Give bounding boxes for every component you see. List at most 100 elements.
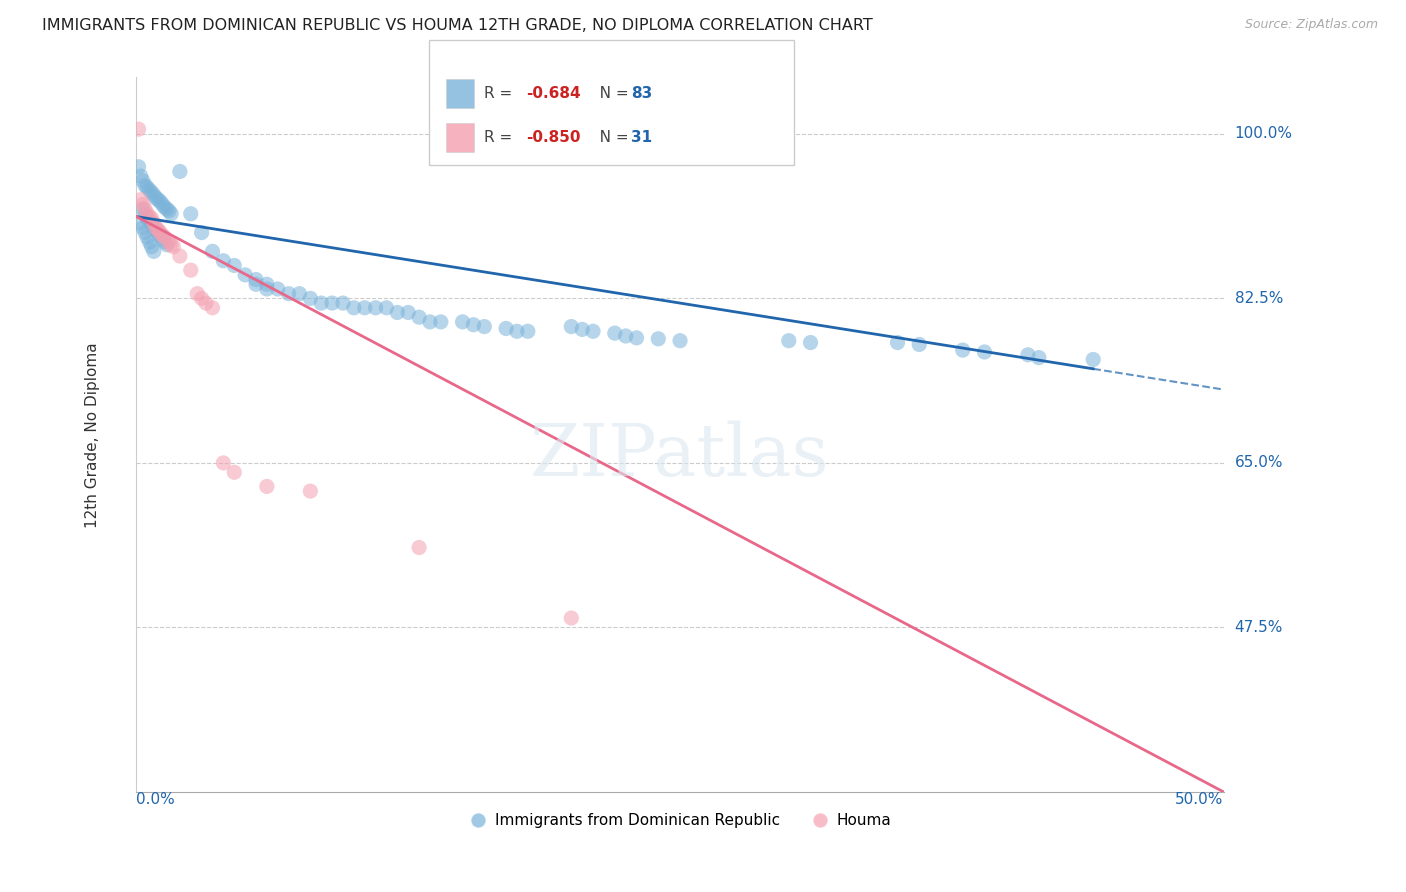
Point: [1104, 830, 1126, 844]
Point: [160, 207, 183, 221]
Point: [157, 235, 180, 249]
Point: [472, 319, 495, 334]
Point: [146, 193, 169, 207]
Point: [201, 244, 224, 259]
Point: [136, 207, 159, 221]
Text: R =: R =: [484, 130, 517, 145]
Legend: Immigrants from Dominican Republic, Houma: Immigrants from Dominican Republic, Houm…: [463, 807, 897, 834]
Point: [277, 286, 299, 301]
Point: [132, 174, 155, 188]
Point: [375, 301, 398, 315]
Point: [267, 282, 290, 296]
Point: [156, 237, 179, 252]
Point: [153, 200, 176, 214]
Point: [224, 465, 246, 479]
Point: [669, 334, 692, 348]
Point: [799, 335, 821, 350]
Point: [180, 207, 202, 221]
Point: [430, 315, 453, 329]
Point: [186, 286, 208, 301]
Point: [299, 484, 322, 499]
Point: [141, 211, 163, 226]
Point: [396, 305, 419, 319]
Point: [138, 210, 160, 224]
Text: 47.5%: 47.5%: [1234, 620, 1282, 635]
Point: [224, 259, 246, 273]
Point: [321, 296, 343, 310]
Point: [1028, 351, 1050, 365]
Point: [364, 301, 387, 315]
Text: 82.5%: 82.5%: [1234, 291, 1282, 306]
Point: [146, 226, 169, 240]
Point: [180, 263, 202, 277]
Point: [603, 326, 626, 341]
Point: [332, 296, 354, 310]
Text: 100.0%: 100.0%: [1234, 127, 1292, 141]
Point: [408, 541, 430, 555]
Point: [142, 188, 165, 202]
Point: [506, 324, 529, 338]
Point: [952, 343, 974, 357]
Text: 31: 31: [631, 130, 652, 145]
Point: [141, 216, 163, 230]
Point: [560, 319, 582, 334]
Point: [160, 237, 183, 252]
Point: [134, 207, 156, 221]
Point: [169, 249, 191, 263]
Point: [146, 223, 169, 237]
Point: [149, 226, 172, 240]
Point: [353, 301, 375, 315]
Text: 0.0%: 0.0%: [136, 792, 176, 807]
Point: [129, 169, 152, 183]
Point: [387, 305, 409, 319]
Point: [626, 331, 648, 345]
Point: [212, 456, 235, 470]
Point: [132, 220, 155, 235]
Point: [495, 321, 517, 335]
Text: 12th Grade, No Diploma: 12th Grade, No Diploma: [86, 342, 100, 527]
Point: [190, 226, 212, 240]
Point: [194, 296, 217, 310]
Point: [152, 228, 174, 243]
Point: [145, 220, 167, 235]
Text: ZIPatlas: ZIPatlas: [530, 421, 830, 491]
Point: [288, 286, 311, 301]
Point: [463, 318, 485, 332]
Point: [142, 216, 165, 230]
Point: [153, 230, 176, 244]
Point: [153, 235, 176, 249]
Point: [129, 193, 152, 207]
Point: [973, 345, 995, 359]
Point: [157, 203, 180, 218]
Point: [299, 292, 322, 306]
Point: [190, 292, 212, 306]
Text: -0.684: -0.684: [526, 86, 581, 101]
Point: [156, 202, 179, 216]
Point: [1060, 827, 1083, 841]
Point: [245, 272, 267, 286]
Point: [162, 240, 184, 254]
Point: [138, 183, 160, 197]
Point: [886, 335, 908, 350]
Point: [256, 282, 278, 296]
Text: N =: N =: [585, 130, 633, 145]
Point: [149, 194, 172, 209]
Point: [256, 277, 278, 292]
Point: [908, 337, 931, 351]
Point: [614, 329, 637, 343]
Point: [145, 223, 167, 237]
Point: [256, 479, 278, 493]
Point: [152, 197, 174, 211]
Point: [145, 191, 167, 205]
Point: [1083, 352, 1105, 367]
Point: [1017, 348, 1039, 362]
Point: [560, 611, 582, 625]
Point: [136, 180, 159, 194]
Point: [138, 235, 160, 249]
Text: Source: ZipAtlas.com: Source: ZipAtlas.com: [1244, 18, 1378, 31]
Point: [245, 277, 267, 292]
Text: R =: R =: [484, 86, 517, 101]
Point: [309, 296, 332, 310]
Point: [129, 216, 152, 230]
Point: [138, 213, 160, 227]
